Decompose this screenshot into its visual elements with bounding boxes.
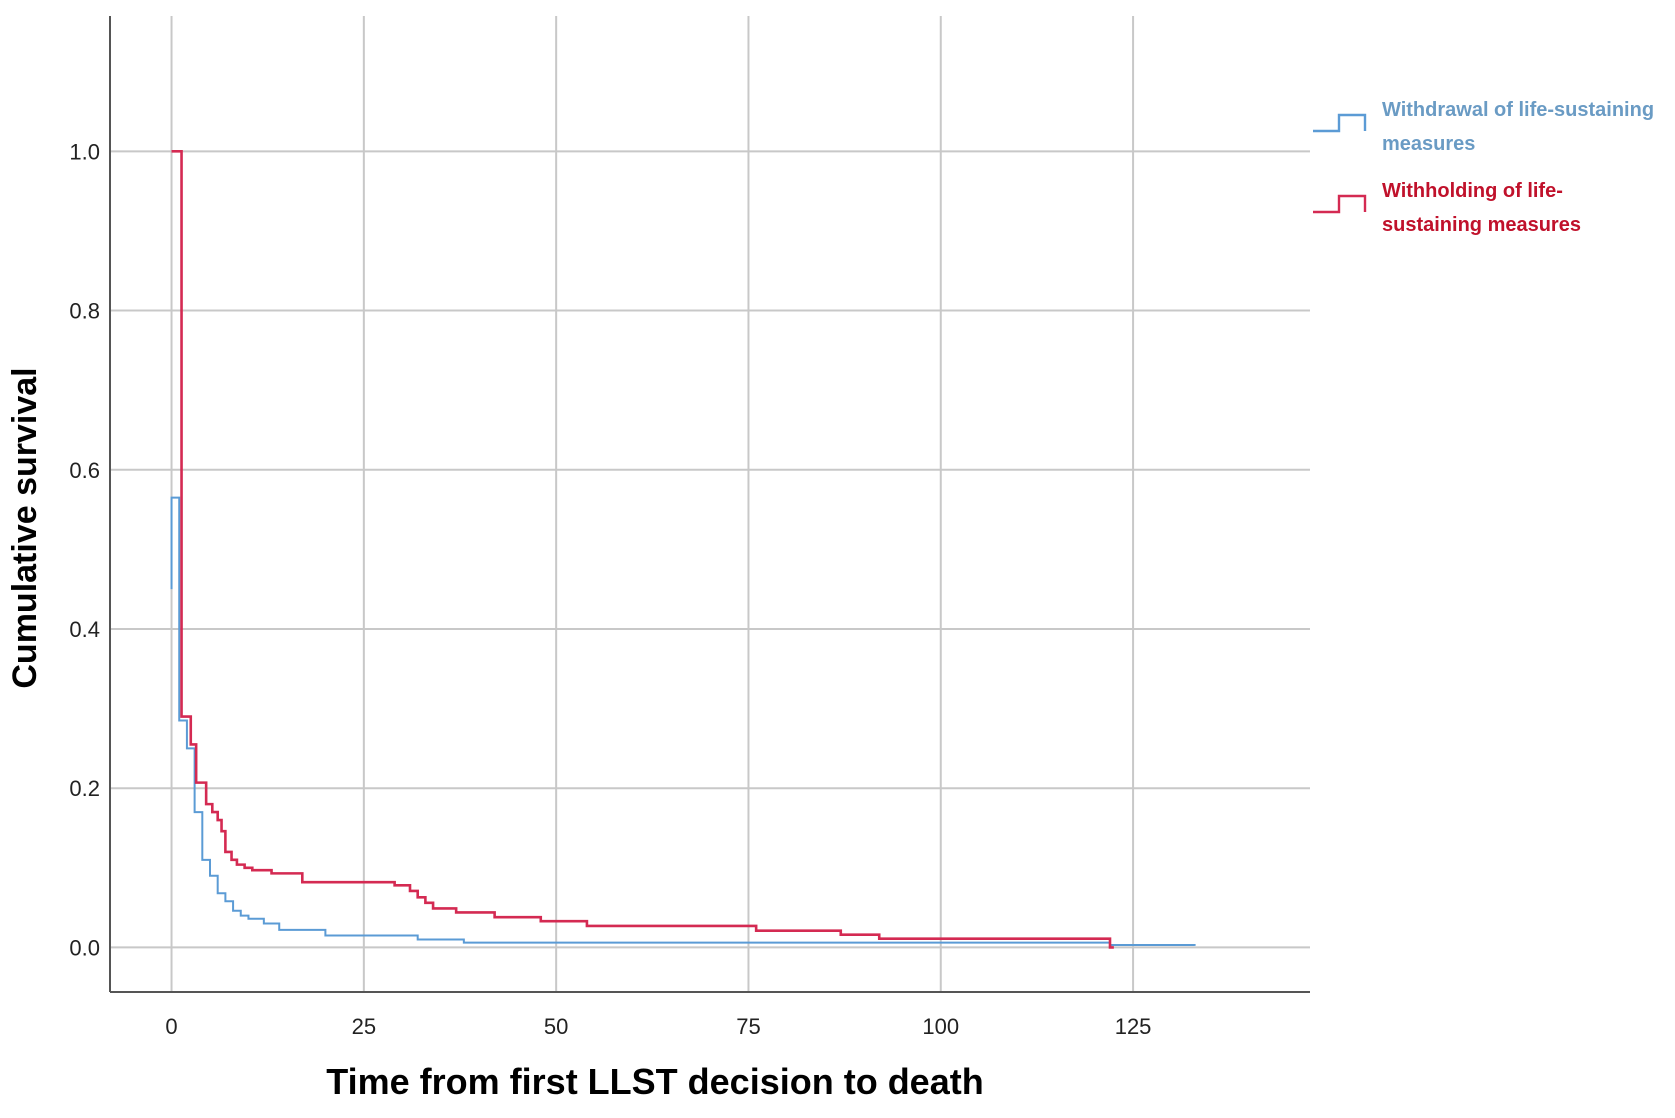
y-tick-label: 0.8 (69, 299, 100, 324)
legend-label: Withholding of life- (1382, 180, 1563, 202)
legend-label: measures (1382, 133, 1475, 155)
grid-lines (110, 16, 1310, 992)
y-tick-label: 0.2 (69, 776, 100, 801)
x-tick-label: 0 (165, 1014, 177, 1039)
tick-labels: 0 25 50 75 100 125 0.0 0.2 0.4 0.6 0.8 1.0 (69, 139, 1151, 1039)
legend-label: sustaining measures (1382, 214, 1581, 236)
x-tick-label: 25 (352, 1014, 376, 1039)
y-tick-label: 1.0 (69, 139, 100, 164)
x-tick-label: 75 (736, 1014, 760, 1039)
x-tick-label: 50 (544, 1014, 568, 1039)
y-tick-label: 0.0 (69, 935, 100, 960)
x-axis-title: Time from first LLST decision to death (326, 1061, 983, 1102)
y-tick-label: 0.4 (69, 617, 100, 642)
x-tick-label: 125 (1115, 1014, 1152, 1039)
series-withdrawal-line (170, 496, 1196, 947)
y-axis-title: Cumulative survival (6, 367, 44, 688)
series-lines (170, 150, 1196, 949)
legend-label: Withdrawal of life-sustaining (1382, 99, 1654, 121)
legend-symbol (1313, 113, 1367, 133)
y-tick-label: 0.6 (69, 458, 100, 483)
axes (109, 16, 1310, 993)
x-tick-label: 100 (922, 1014, 959, 1039)
legend: Withdrawal of life-sustaining measures Wit… (1313, 99, 1654, 236)
legend-symbol (1313, 194, 1367, 214)
series-withholding-line (171, 150, 1114, 949)
